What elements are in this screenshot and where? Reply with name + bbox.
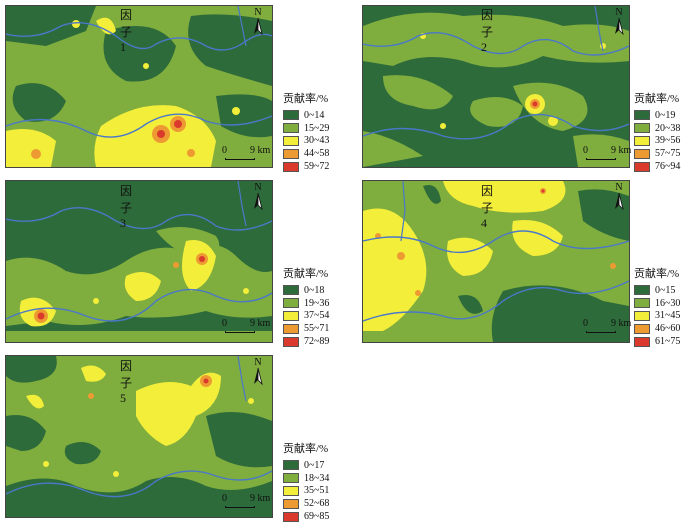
factor5-legend-title: 贡献率/% <box>283 443 329 455</box>
factor4-legend-class2: 16~30 <box>634 297 700 310</box>
factor5-north-label: N <box>254 357 262 368</box>
factor1-north-label: N <box>254 7 262 18</box>
factor1-north-arrow: N <box>251 7 265 36</box>
factor3-north-arrow: N <box>251 182 265 211</box>
north-arrow-icon <box>254 367 263 386</box>
factor1-legend-class2: 15~29 <box>283 122 349 135</box>
factor5-scale-dist: 9 km <box>250 493 271 504</box>
factor3-north-label: N <box>254 182 262 193</box>
factor3-scale-zero: 0 <box>222 318 227 329</box>
factor3-map-surface <box>6 181 272 342</box>
factor3-map <box>5 180 273 343</box>
factor5-title: 因子5 <box>120 359 133 405</box>
factor2-map <box>362 5 630 168</box>
factor4-north-label: N <box>615 182 623 193</box>
factor5-scale-zero: 0 <box>222 493 227 504</box>
factor2-legend-class5: 76~94 <box>634 160 700 173</box>
factor3-legend-class5: 72~89 <box>283 335 349 348</box>
factor3-title: 因子3 <box>120 184 133 230</box>
factor3-legend: 贡献率/% 0~18 19~36 37~54 55~71 72~89 <box>283 265 349 348</box>
factor5-legend-class4: 52~68 <box>283 497 349 510</box>
factor4-scale-dist: 9 km <box>611 318 632 329</box>
factor1-scale-dist: 9 km <box>250 145 271 156</box>
factor3-legend-class1: 0~18 <box>283 284 349 297</box>
factor4-legend-class5: 61~75 <box>634 335 700 348</box>
factor3-legend-title: 贡献率/% <box>283 268 329 280</box>
factor2-legend: 贡献率/% 0~19 20~38 39~56 57~75 76~94 <box>634 90 700 173</box>
factor3-legend-class2: 19~36 <box>283 297 349 310</box>
factor1-legend-class1: 0~14 <box>283 109 349 122</box>
factor4-legend: 贡献率/% 0~15 16~30 31~45 46~60 61~75 <box>634 265 700 348</box>
north-arrow-icon <box>615 192 624 211</box>
factor1-scale-zero: 0 <box>222 145 227 156</box>
factor1-map <box>5 5 273 168</box>
factor1-legend-class3: 30~43 <box>283 135 349 148</box>
factor1-map-surface <box>6 6 272 167</box>
factor1-legend-title: 贡献率/% <box>283 93 329 105</box>
factor5-map-surface <box>6 356 272 517</box>
factor4-legend-class4: 46~60 <box>634 322 700 335</box>
factor4-legend-class1: 0~15 <box>634 284 700 297</box>
factor4-scale-zero: 0 <box>583 318 588 329</box>
factor5-legend-class5: 69~85 <box>283 510 349 523</box>
factor5-legend-class3: 35~51 <box>283 485 349 498</box>
factor4-map-surface <box>363 181 629 342</box>
factor2-legend-class2: 20~38 <box>634 122 700 135</box>
factor3-legend-class4: 55~71 <box>283 322 349 335</box>
factor4-legend-class3: 31~45 <box>634 310 700 323</box>
factor3-scale-dist: 9 km <box>250 318 271 329</box>
factor1-legend-class5: 59~72 <box>283 160 349 173</box>
factor1-title: 因子1 <box>120 8 133 54</box>
factor4-north-arrow: N <box>612 182 626 211</box>
factor2-north-label: N <box>615 7 623 18</box>
factor2-scale-zero: 0 <box>583 145 588 156</box>
factor2-legend-class4: 57~75 <box>634 147 700 160</box>
factor2-title: 因子2 <box>481 8 494 54</box>
factor2-north-arrow: N <box>612 7 626 36</box>
factor2-legend-class1: 0~19 <box>634 109 700 122</box>
factor5-legend: 贡献率/% 0~17 18~34 35~51 52~68 69~85 <box>283 440 349 523</box>
factor4-title: 因子4 <box>481 184 494 230</box>
factor5-map <box>5 355 273 518</box>
factor1-legend: 贡献率/% 0~14 15~29 30~43 44~58 59~72 <box>283 90 349 173</box>
factor4-legend-title: 贡献率/% <box>634 268 680 280</box>
north-arrow-icon <box>254 17 263 36</box>
factor1-legend-class4: 44~58 <box>283 147 349 160</box>
factor2-map-surface <box>363 6 629 167</box>
factor4-map <box>362 180 630 343</box>
factor2-scale-dist: 9 km <box>611 145 632 156</box>
north-arrow-icon <box>615 17 624 36</box>
factor5-legend-class1: 0~17 <box>283 459 349 472</box>
factor2-legend-class3: 39~56 <box>634 135 700 148</box>
factor2-legend-title: 贡献率/% <box>634 93 680 105</box>
factor5-north-arrow: N <box>251 357 265 386</box>
factor5-legend-class2: 18~34 <box>283 472 349 485</box>
north-arrow-icon <box>254 192 263 211</box>
factor3-legend-class3: 37~54 <box>283 310 349 323</box>
